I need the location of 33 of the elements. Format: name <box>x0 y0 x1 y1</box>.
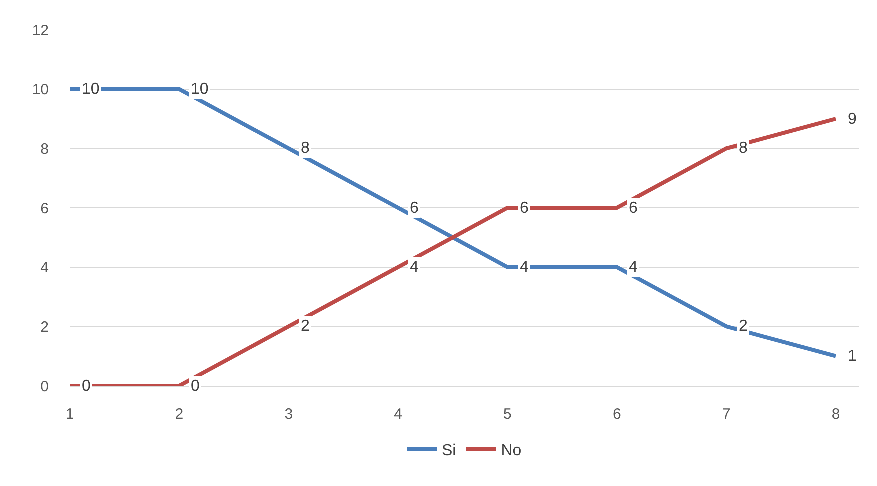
data-label: 8 <box>739 140 748 157</box>
data-label: 6 <box>410 200 419 217</box>
data-label: 4 <box>410 259 419 276</box>
data-label: 4 <box>520 259 529 276</box>
data-label: 10 <box>82 81 100 98</box>
data-label: 0 <box>82 378 91 395</box>
y-tick-label: 2 <box>40 318 49 336</box>
data-label: 1 <box>848 348 857 365</box>
y-tick-label: 0 <box>40 378 49 396</box>
x-tick-label: 1 <box>66 406 74 423</box>
data-label: 2 <box>301 318 310 335</box>
legend-label: Si <box>442 442 456 460</box>
legend-label: No <box>501 442 522 460</box>
y-tick-label: 6 <box>40 200 49 218</box>
x-tick-label: 3 <box>284 406 294 423</box>
x-tick-label: 7 <box>722 406 731 423</box>
x-tick-label: 8 <box>832 406 840 423</box>
data-label: 6 <box>520 200 529 217</box>
x-tick-label: 4 <box>394 406 402 423</box>
data-label: 9 <box>848 111 857 128</box>
data-label: 10 <box>191 81 209 98</box>
data-label: 8 <box>301 140 310 157</box>
data-label: 4 <box>629 259 638 276</box>
data-label: 0 <box>191 378 200 395</box>
data-label: 6 <box>629 200 638 217</box>
data-label: 2 <box>739 318 748 335</box>
y-tick-label: 12 <box>32 22 49 40</box>
x-tick-label: 6 <box>612 406 622 423</box>
y-tick-label: 10 <box>32 82 49 99</box>
y-tick-label: 8 <box>40 140 49 158</box>
y-tick-label: 4 <box>40 260 49 277</box>
x-tick-label: 2 <box>175 406 184 423</box>
x-tick-label: 5 <box>504 406 512 423</box>
